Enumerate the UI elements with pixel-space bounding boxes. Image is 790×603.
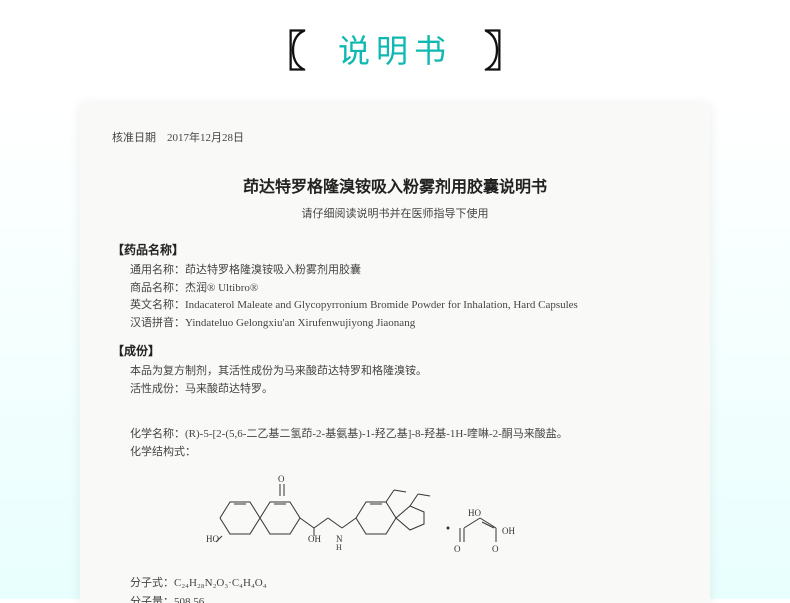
ingredients-line1: 本品为复方制剂，其活性成份为马来酸茚达特罗和格隆溴铵。 — [112, 363, 678, 381]
formula-val: C₂₄H₂₈N₂O₃·C₄H₄O₄ — [174, 577, 267, 589]
mw-row: 分子量：508.56 — [112, 593, 678, 603]
package-insert-sheet: 核准日期 2017年12月28日 茚达特罗格隆溴铵吸入粉雾剂用胶囊说明书 请仔细… — [80, 103, 710, 603]
chem-name-row: 化学名称：(R)-5-[2-(5,6-二乙基二氢茚-2-基氨基)-1-羟乙基]-… — [112, 425, 678, 444]
svg-text:OH: OH — [502, 526, 515, 536]
english-name-val: Indacaterol Maleate and Glycopyrronium B… — [185, 299, 578, 311]
generic-name-row: 通用名称：茚达特罗格隆溴铵吸入粉雾剂用胶囊 — [112, 262, 678, 280]
left-bracket: 〖 — [264, 18, 306, 79]
document-title: 茚达特罗格隆溴铵吸入粉雾剂用胶囊说明书 — [112, 173, 678, 197]
svg-text:O: O — [278, 474, 285, 484]
chem-name-val: (R)-5-[2-(5,6-二乙基二氢茚-2-基氨基)-1-羟乙基]-8-羟基-… — [185, 428, 568, 440]
english-name-row: 英文名称：Indacaterol Maleate and Glycopyrron… — [112, 297, 678, 315]
svg-text:HO: HO — [468, 508, 481, 518]
header-title: 说明书 — [338, 26, 452, 72]
section-drug-name-label: 【药品名称】 — [112, 241, 678, 258]
approval-date-row: 核准日期 2017年12月28日 — [112, 129, 678, 145]
pinyin-row: 汉语拼音：Yindateluo Gelongxiu'an Xirufenwuji… — [112, 315, 678, 333]
structure-svg: O HO OH N H — [192, 470, 552, 566]
chem-name-key: 化学名称： — [130, 428, 185, 440]
trade-name-key: 商品名称： — [130, 282, 185, 294]
svg-text:HO: HO — [206, 534, 219, 544]
svg-text:O: O — [454, 544, 461, 554]
chemical-structure-diagram: O HO OH N H — [112, 462, 678, 574]
document-subtitle: 请仔细阅读说明书并在医师指导下使用 — [112, 205, 678, 221]
mw-key: 分子量： — [130, 596, 174, 603]
mw-val: 508.56 — [174, 596, 204, 603]
page-header: 〖 说明书 〗 — [0, 0, 790, 103]
formula-key: 分子式： — [130, 577, 174, 589]
english-name-key: 英文名称： — [130, 299, 185, 311]
mid-spacer — [112, 399, 678, 425]
generic-name-val: 茚达特罗格隆溴铵吸入粉雾剂用胶囊 — [185, 264, 361, 276]
svg-text:OH: OH — [308, 534, 321, 544]
right-bracket: 〗 — [484, 18, 526, 79]
trade-name-val: 杰润® Ultibro® — [185, 282, 258, 294]
trade-name-row: 商品名称：杰润® Ultibro® — [112, 280, 678, 298]
generic-name-key: 通用名称： — [130, 264, 185, 276]
section-ingredients-label: 【成份】 — [112, 342, 678, 359]
structure-label: 化学结构式： — [112, 443, 678, 462]
approval-date-value: 2017年12月28日 — [167, 132, 244, 144]
ingredients-line2: 活性成份：马来酸茚达特罗。 — [112, 381, 678, 399]
pinyin-key: 汉语拼音： — [130, 317, 185, 329]
pinyin-val: Yindateluo Gelongxiu'an Xirufenwujiyong … — [185, 317, 415, 329]
svg-text:H: H — [336, 543, 342, 552]
svg-text:O: O — [492, 544, 499, 554]
approval-date-label: 核准日期 — [112, 132, 156, 144]
formula-row: 分子式：C₂₄H₂₈N₂O₃·C₄H₄O₄ — [112, 574, 678, 593]
